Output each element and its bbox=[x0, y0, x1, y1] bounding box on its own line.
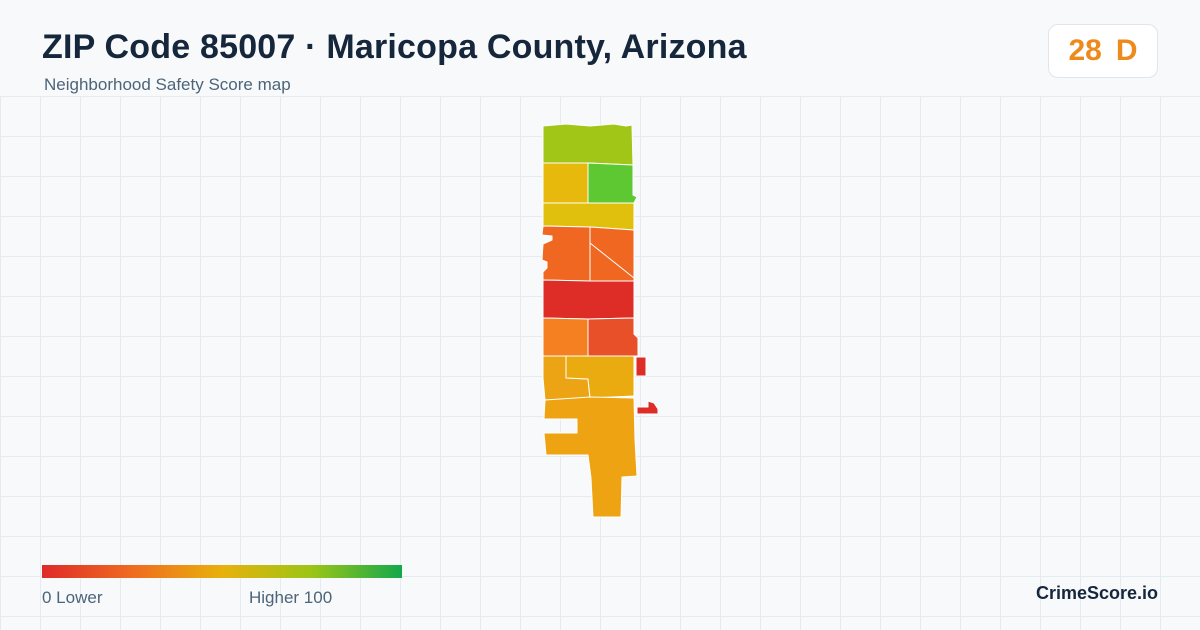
region-north-east[interactable] bbox=[587, 162, 638, 204]
region-lower-east[interactable] bbox=[587, 317, 639, 357]
page-title: ZIP Code 85007 · Maricopa County, Arizon… bbox=[42, 28, 747, 66]
region-south-tail[interactable] bbox=[543, 396, 638, 518]
score-badge: 28 D bbox=[1048, 24, 1158, 78]
page-subtitle: Neighborhood Safety Score map bbox=[44, 75, 291, 94]
score-value: 28 bbox=[1068, 34, 1102, 67]
legend-gradient-bar bbox=[42, 565, 402, 578]
region-mid-west[interactable] bbox=[541, 225, 591, 282]
header: ZIP Code 85007 · Maricopa County, Arizon… bbox=[0, 0, 1200, 96]
region-mid-east-boundary bbox=[589, 242, 635, 279]
region-east-fragment[interactable] bbox=[635, 356, 647, 377]
brand-logo-text: CrimeScore.io bbox=[1035, 583, 1158, 603]
region-north-west[interactable] bbox=[542, 162, 589, 204]
region-east-fragment-small[interactable] bbox=[636, 400, 659, 415]
score-grade: D bbox=[1115, 34, 1138, 67]
region-central-band[interactable] bbox=[542, 279, 635, 320]
region-lower-west[interactable] bbox=[542, 317, 589, 357]
region-north-top[interactable] bbox=[542, 123, 634, 166]
legend-high-label: Higher 100 bbox=[249, 588, 333, 607]
legend-low-label: 0 Lower bbox=[42, 588, 103, 607]
